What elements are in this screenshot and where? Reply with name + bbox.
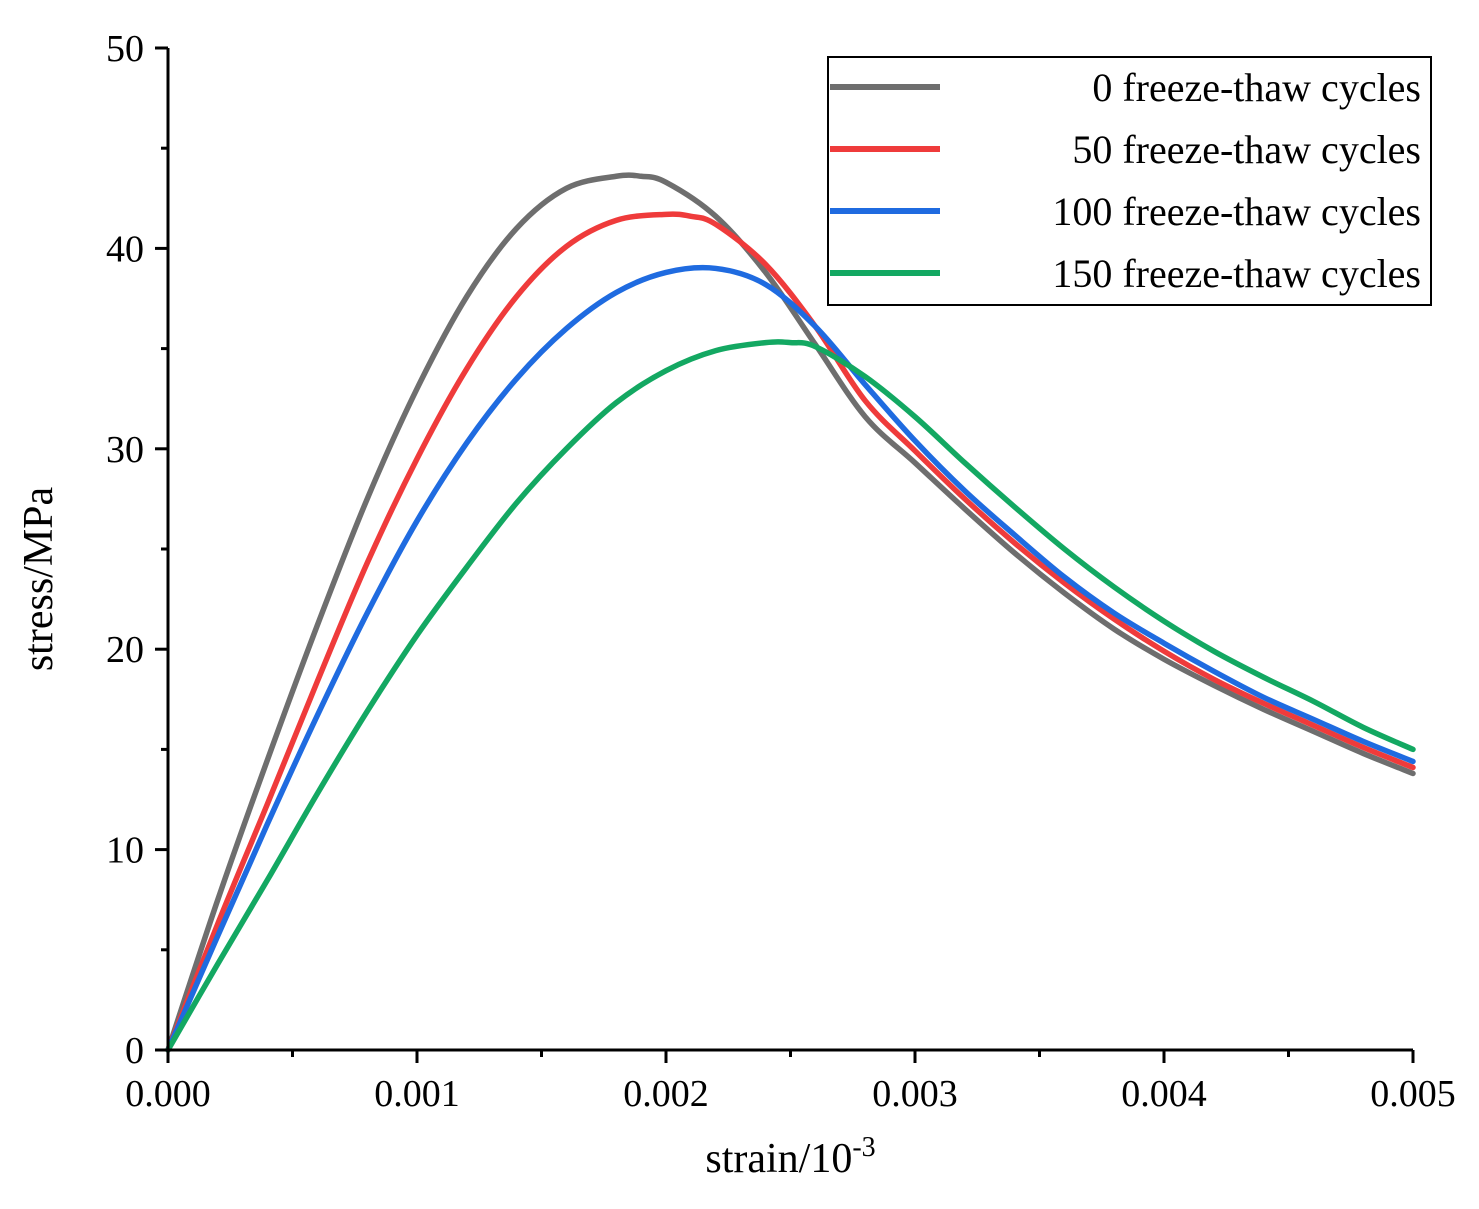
y-tick-label: 20: [106, 629, 144, 671]
y-tick-label: 40: [106, 228, 144, 270]
y-ticks: 0 10 20 30 40 50: [106, 28, 168, 1072]
x-axis-title: strain/10-3: [705, 1132, 875, 1182]
y-tick-label: 30: [106, 429, 144, 471]
x-axis-title-text: strain/10: [705, 1136, 852, 1182]
series-line-1: [165, 211, 1416, 1053]
y-tick-label: 50: [106, 28, 144, 70]
x-tick-label: 0.000: [125, 1073, 211, 1115]
x-tick-label: 0.001: [374, 1073, 460, 1115]
legend-box: [827, 56, 1432, 306]
y-tick-label: 10: [106, 830, 144, 872]
x-tick-label: 0.003: [872, 1073, 958, 1115]
series-layer: [165, 172, 1416, 1053]
legend-label: 100 freeze-thaw cycles: [1052, 189, 1421, 234]
x-tick-label: 0.002: [623, 1073, 709, 1115]
x-tick-label: 0.005: [1370, 1073, 1456, 1115]
series-line-2: [165, 264, 1416, 1053]
series-line-3: [165, 339, 1416, 1053]
x-ticks: 0.000 0.001 0.002 0.003 0.004 0.005: [125, 1050, 1456, 1115]
series-line-0: [165, 172, 1416, 1053]
legend-label: 0 freeze-thaw cycles: [1092, 65, 1421, 110]
x-axis-title-superscript: -3: [852, 1132, 875, 1163]
y-axis-title: stress/MPa: [16, 486, 62, 671]
legend: 0 freeze-thaw cycles 50 freeze-thaw cycle…: [827, 56, 1432, 306]
legend-label: 150 freeze-thaw cycles: [1052, 251, 1421, 296]
legend-label: 50 freeze-thaw cycles: [1072, 127, 1421, 172]
y-tick-label: 0: [125, 1030, 144, 1072]
legend-items: 0 freeze-thaw cycles 50 freeze-thaw cycle…: [830, 65, 1421, 296]
x-tick-label: 0.004: [1121, 1073, 1207, 1115]
